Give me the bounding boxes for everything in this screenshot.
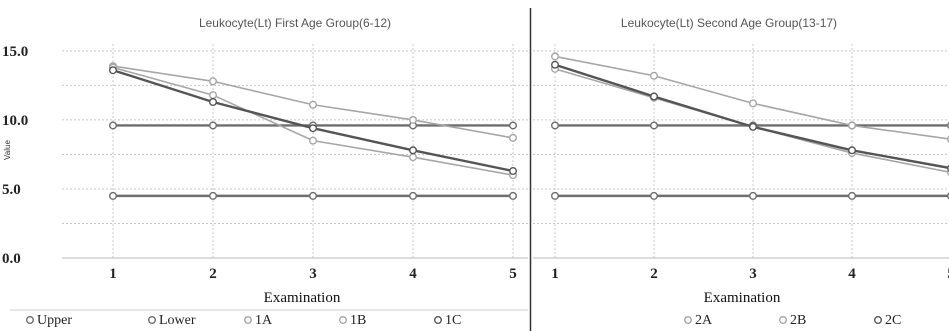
legend-item-2c: 2C — [874, 313, 901, 328]
data-point-1b — [409, 153, 418, 162]
legend-item-upper: Upper — [26, 313, 72, 328]
legend-item-1a: 1A — [243, 313, 273, 328]
x-tick-label: 1 — [551, 266, 559, 282]
series-line-2c — [554, 63, 949, 170]
data-point-upper — [108, 121, 117, 130]
x-tick-label: 5 — [509, 266, 517, 282]
legend-marker-lower — [147, 316, 156, 325]
x-tick-label: 4 — [409, 266, 417, 282]
data-point-2c — [650, 92, 659, 101]
data-point-1b — [309, 136, 318, 145]
x-tick-label: 3 — [749, 266, 757, 282]
data-point-1b — [208, 91, 217, 100]
data-point-2c — [848, 146, 857, 155]
x-axis-title: Examination — [704, 290, 781, 306]
x-axis-title: Examination — [264, 290, 341, 306]
data-point-1a — [509, 133, 518, 142]
data-point-2c — [551, 60, 560, 69]
data-point-2a — [749, 99, 758, 108]
legend-marker-upper — [26, 316, 35, 325]
legend-item-1c: 1C — [434, 313, 461, 328]
y-axis-title: Value — [3, 140, 12, 160]
data-point-2a — [551, 52, 560, 61]
data-point-1a — [309, 100, 318, 109]
legend-item-2a: 2A — [684, 313, 713, 328]
legend-label-1c: 1C — [445, 313, 461, 328]
legend-marker-2b — [779, 316, 788, 325]
data-point-1c — [309, 124, 318, 133]
series-2a — [551, 52, 949, 143]
legend-label-2c: 2C — [885, 313, 901, 328]
x-tick-label: 4 — [848, 266, 856, 282]
data-point-lower — [208, 191, 217, 200]
legend-marker-2c — [874, 316, 883, 325]
legend-label-lower: Lower — [159, 313, 196, 328]
x-tick-label: 2 — [650, 266, 658, 282]
data-point-lower — [108, 191, 117, 200]
chart-title: Leukocyte(Lt) Second Age Group(13-17) — [621, 16, 837, 30]
legend-item-1b: 1B — [339, 313, 366, 328]
data-point-2c — [749, 122, 758, 131]
data-point-1a — [409, 115, 418, 124]
legend-marker-1b — [339, 316, 348, 325]
data-point-1c — [409, 146, 418, 155]
data-point-1a — [208, 77, 217, 86]
data-point-upper — [650, 121, 659, 130]
legend-label-2b: 2B — [790, 313, 806, 328]
data-point-lower — [409, 191, 418, 200]
data-point-2a — [650, 71, 659, 80]
data-point-upper — [208, 121, 217, 130]
legend-label-upper: Upper — [37, 313, 72, 328]
legend-marker-1c — [434, 316, 443, 325]
data-point-lower — [309, 191, 318, 200]
x-tick-label: 1 — [109, 266, 117, 282]
legend-label-1b: 1B — [350, 313, 366, 328]
legend-1: Upper Lower 1A 1B 1C — [26, 313, 461, 328]
series-lower — [551, 191, 949, 200]
legend-item-2b: 2B — [779, 313, 806, 328]
data-point-lower — [650, 191, 659, 200]
legend-label-2a: 2A — [695, 313, 713, 328]
chart-panel-2: Leukocyte(Lt) Second Age Group(13-17) 1 2 3… — [533, 16, 949, 306]
data-point-lower — [749, 191, 758, 200]
legend-2: 2A 2B 2C — [684, 313, 901, 328]
data-point-1c — [108, 66, 117, 75]
y-tick-label: 0.0 — [2, 251, 21, 267]
series-lower — [108, 191, 518, 200]
y-tick-label: 15.0 — [2, 44, 28, 60]
legend-item-lower: Lower — [147, 313, 196, 328]
data-point-lower — [509, 191, 518, 200]
data-point-1c — [509, 167, 518, 176]
y-tick-label: 10.0 — [2, 113, 28, 129]
chart-title: Leukocyte(Lt) First Age Group(6-12) — [199, 16, 391, 30]
y-tick-label: 5.0 — [2, 182, 21, 198]
data-point-lower — [551, 191, 560, 200]
legend-label-1a: 1A — [255, 313, 273, 328]
data-point-upper — [551, 121, 560, 130]
series-2c — [551, 60, 949, 172]
data-point-upper — [509, 121, 518, 130]
legend-marker-1a — [243, 316, 252, 325]
x-tick-label: 5 — [947, 266, 949, 282]
data-point-2a — [848, 121, 857, 130]
x-tick-label: 2 — [209, 266, 217, 282]
series-1c — [108, 66, 518, 176]
chart-panel-1: Leukocyte(Lt) First Age Group(6-12)15.01… — [2, 16, 528, 306]
x-tick-label: 3 — [309, 266, 317, 282]
legend-marker-2a — [684, 316, 693, 325]
data-point-1c — [208, 97, 217, 106]
data-point-lower — [848, 191, 857, 200]
